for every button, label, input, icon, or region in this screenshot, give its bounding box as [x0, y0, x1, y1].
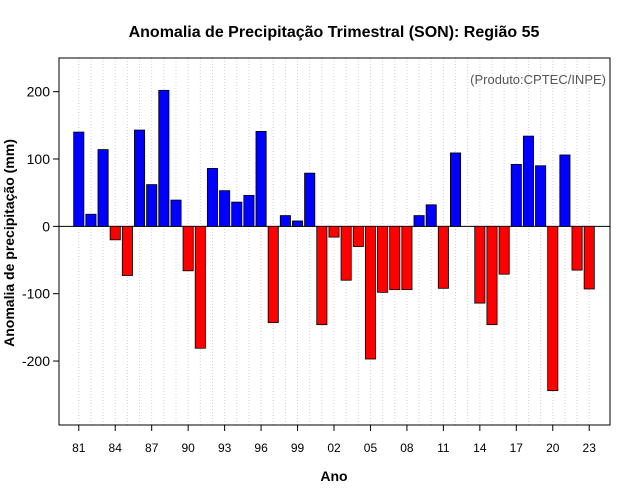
- bar-1987: [146, 184, 158, 227]
- chart-title: Anomalia de Precipitação Trimestral (SON…: [129, 24, 540, 41]
- bar-1985: [121, 225, 133, 276]
- grid-lines: [78, 58, 590, 425]
- bar-2015: [486, 225, 498, 326]
- x-tick-label: 99: [291, 441, 305, 455]
- bar-2019: [535, 165, 547, 227]
- bar-1997: [267, 225, 279, 324]
- x-tick-label: 14: [473, 441, 487, 455]
- bar-2023: [583, 225, 595, 290]
- y-tick-label: -200: [22, 353, 50, 369]
- bar-2000: [304, 172, 316, 227]
- bar-2022: [571, 225, 583, 271]
- bar-1999: [292, 220, 304, 227]
- bar-1992: [206, 168, 218, 227]
- bar-2014: [474, 225, 486, 304]
- y-tick-label: 100: [27, 151, 51, 167]
- bars: [73, 89, 595, 392]
- x-tick-label: 84: [109, 441, 123, 455]
- bar-1988: [158, 89, 170, 227]
- x-tick-label: 23: [583, 441, 597, 455]
- bar-2005: [364, 225, 376, 360]
- x-tick-label: 93: [218, 441, 232, 455]
- bar-2011: [437, 225, 449, 289]
- bar-2020: [547, 225, 559, 392]
- bar-2002: [328, 225, 340, 238]
- bar-1989: [170, 199, 182, 227]
- bar-1993: [219, 190, 231, 227]
- bar-2016: [498, 225, 510, 275]
- bar-2012: [450, 152, 462, 227]
- x-tick-label: 90: [181, 441, 195, 455]
- bar-2018: [522, 135, 534, 227]
- bar-2006: [377, 225, 389, 293]
- x-axis-label: Ano: [320, 468, 347, 484]
- bar-1995: [243, 194, 255, 227]
- bar-1981: [73, 131, 85, 227]
- source-annotation: (Produto:CPTEC/INPE): [470, 72, 606, 87]
- bar-2021: [559, 154, 571, 227]
- bar-1984: [109, 225, 121, 241]
- bar-1982: [85, 213, 97, 227]
- bar-1991: [194, 225, 206, 349]
- y-axis-label: Anomalia de precipitação (mm): [1, 139, 17, 347]
- bar-2008: [401, 225, 413, 291]
- bar-2007: [389, 225, 401, 291]
- x-tick-label: 02: [327, 441, 341, 455]
- bar-1996: [255, 130, 267, 227]
- y-tick-label: -100: [22, 286, 50, 302]
- x-axis: 81 84 87 90 93 96 99 02 05 08 11 14 17 20 23: [72, 425, 596, 455]
- bar-2001: [316, 225, 328, 326]
- x-tick-label: 17: [510, 441, 524, 455]
- bar-2009: [413, 215, 425, 227]
- bar-2004: [352, 225, 364, 247]
- x-tick-label: 87: [145, 441, 159, 455]
- x-tick-label: 81: [72, 441, 86, 455]
- bar-1983: [97, 149, 109, 227]
- y-tick-label: 0: [42, 218, 50, 234]
- x-tick-label: 96: [254, 441, 268, 455]
- y-tick-label: 200: [27, 84, 51, 100]
- x-tick-label: 08: [400, 441, 414, 455]
- x-tick-label: 11: [437, 441, 450, 455]
- y-axis: -200 -100 0 100 200: [22, 84, 59, 369]
- bar-1990: [182, 225, 194, 272]
- bar-1994: [231, 201, 243, 227]
- bar-2017: [510, 163, 522, 227]
- x-tick-label: 05: [364, 441, 378, 455]
- bar-2010: [425, 204, 437, 227]
- bar-1986: [134, 129, 146, 227]
- x-tick-label: 20: [546, 441, 560, 455]
- bar-1998: [279, 215, 291, 227]
- bar-2003: [340, 225, 352, 281]
